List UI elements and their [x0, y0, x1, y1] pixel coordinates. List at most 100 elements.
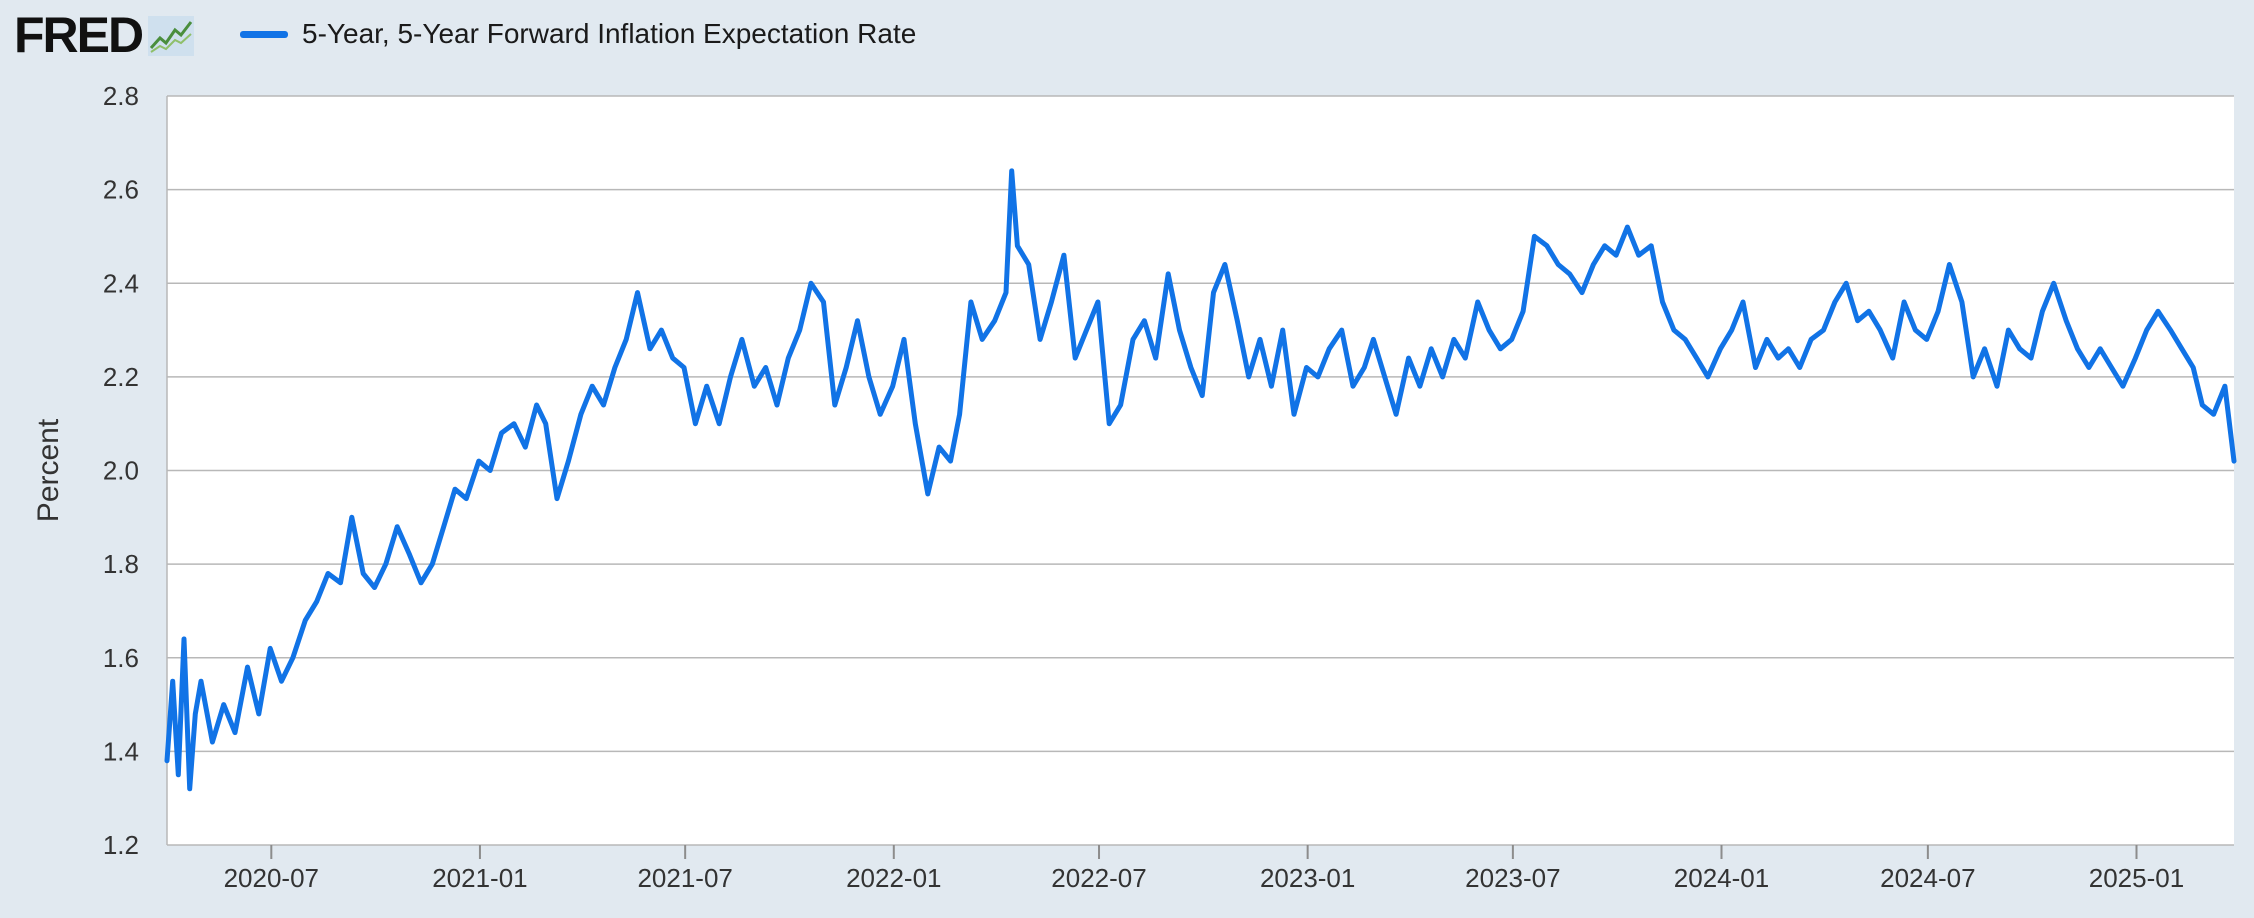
data-point	[2051, 281, 2056, 286]
data-point	[338, 580, 343, 585]
data-point	[1890, 355, 1895, 361]
data-point	[314, 599, 319, 604]
data-point	[878, 412, 883, 417]
data-point	[1153, 355, 1158, 361]
data-point	[1015, 243, 1020, 248]
data-point	[704, 384, 709, 389]
data-point	[221, 702, 226, 707]
data-point	[441, 524, 446, 529]
y-tick-label: 1.2	[103, 830, 139, 860]
data-point	[1073, 355, 1078, 361]
data-point	[1371, 337, 1376, 342]
data-point	[821, 299, 826, 305]
x-tick-label: 2025-01	[2089, 863, 2184, 893]
data-point	[1683, 337, 1688, 342]
data-point	[1625, 224, 1630, 230]
data-point	[198, 679, 204, 684]
data-point	[1947, 262, 1952, 267]
data-point	[511, 421, 517, 426]
fred-logo[interactable]: FRED	[14, 10, 195, 60]
data-point	[913, 421, 918, 426]
data-point	[1821, 327, 1826, 333]
data-point	[2028, 355, 2034, 361]
data-point	[2231, 458, 2237, 464]
data-point	[349, 515, 354, 520]
data-point	[635, 290, 640, 295]
data-point	[1844, 281, 1849, 286]
y-tick-label: 2.4	[103, 268, 139, 298]
data-point	[361, 571, 366, 576]
data-point	[279, 679, 284, 684]
data-point	[1718, 346, 1723, 351]
data-point	[659, 327, 664, 333]
data-point	[844, 365, 849, 370]
data-point	[487, 468, 493, 473]
data-point	[1776, 355, 1781, 361]
data-point	[1130, 337, 1136, 342]
data-point	[2017, 346, 2022, 351]
data-point	[1509, 337, 1514, 342]
data-point	[797, 327, 802, 333]
y-tick-label: 1.8	[103, 549, 139, 579]
data-point	[992, 318, 997, 323]
data-point	[774, 402, 780, 408]
data-point	[1498, 346, 1503, 351]
y-tick-label: 2.2	[103, 362, 139, 392]
data-point	[1406, 355, 1411, 361]
data-point	[256, 711, 261, 717]
data-point	[2075, 346, 2080, 351]
data-point	[1832, 299, 1838, 305]
data-point	[1705, 374, 1711, 380]
data-point	[1350, 384, 1356, 389]
y-tick-label: 1.4	[103, 736, 139, 766]
data-point	[1315, 374, 1321, 380]
data-point	[1486, 327, 1492, 333]
data-point	[268, 646, 273, 651]
data-point	[1694, 355, 1699, 361]
x-tick-label: 2024-07	[1880, 863, 1975, 893]
data-point	[763, 365, 768, 370]
data-point	[1994, 384, 2000, 389]
data-point	[590, 384, 595, 389]
data-point	[1982, 346, 1987, 351]
data-point	[1901, 299, 1907, 305]
data-point	[957, 412, 962, 417]
data-point	[2179, 346, 2184, 351]
data-point	[1211, 290, 1216, 295]
data-point	[670, 355, 675, 361]
data-point	[1878, 327, 1883, 333]
data-point	[1866, 309, 1872, 314]
data-point	[2191, 365, 2196, 370]
data-point	[499, 430, 504, 436]
data-point	[1913, 327, 1918, 333]
data-point	[2200, 402, 2205, 408]
x-tick-label: 2022-01	[846, 863, 941, 893]
data-point	[1291, 412, 1297, 417]
data-point	[430, 561, 435, 567]
data-point	[1327, 346, 1332, 351]
x-tick-label: 2024-01	[1674, 863, 1769, 893]
data-point	[1280, 327, 1285, 333]
y-tick-label: 2.8	[103, 81, 139, 111]
data-point	[1753, 365, 1758, 370]
x-tick-label: 2020-07	[224, 863, 319, 893]
data-point	[1061, 253, 1067, 258]
data-point	[2064, 318, 2069, 323]
data-point	[1222, 262, 1228, 267]
data-point	[948, 458, 953, 464]
data-point	[1520, 309, 1526, 314]
data-point	[1729, 327, 1734, 333]
data-point	[566, 458, 571, 464]
data-point	[1166, 271, 1171, 277]
data-point	[395, 524, 400, 529]
data-point	[624, 337, 629, 342]
data-point	[2133, 355, 2138, 361]
data-point	[2109, 365, 2114, 370]
data-point	[1235, 318, 1240, 323]
data-point	[2155, 309, 2161, 314]
data-point	[1808, 337, 1814, 342]
data-point	[176, 772, 181, 777]
y-axis-title: Percent	[32, 418, 65, 522]
data-point	[1393, 412, 1399, 417]
data-point	[681, 365, 687, 370]
